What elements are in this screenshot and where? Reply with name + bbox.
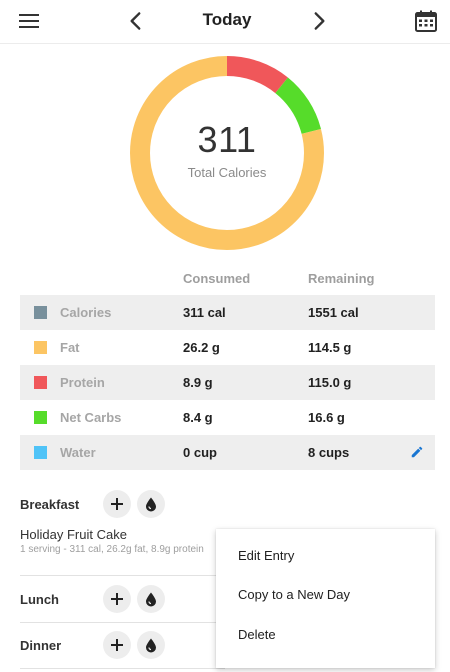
- total-calories-value: 311: [197, 119, 257, 160]
- macro-consumed: 8.9 g: [183, 375, 213, 390]
- menu-item-copy-to-new-day[interactable]: Copy to a New Day: [238, 587, 350, 602]
- divider: [20, 622, 225, 623]
- macro-label: Protein: [60, 375, 105, 390]
- meal-title-lunch: Lunch: [20, 592, 59, 607]
- menu-item-edit-entry[interactable]: Edit Entry: [238, 548, 295, 563]
- donut-center: 311 Total Calories: [129, 55, 325, 251]
- divider: [20, 668, 225, 669]
- macro-consumed: 8.4 g: [183, 410, 213, 425]
- macro-consumed: 0 cup: [183, 445, 217, 460]
- macro-remaining: 16.6 g: [308, 410, 345, 425]
- pencil-icon[interactable]: [410, 445, 424, 459]
- macro-row-calories: Calories 311 cal 1551 cal: [20, 295, 435, 330]
- add-food-button-breakfast[interactable]: [103, 490, 131, 518]
- macro-label: Calories: [60, 305, 112, 320]
- macro-row-protein: Protein 8.9 g 115.0 g: [20, 365, 435, 400]
- water-drop-icon: [146, 497, 156, 512]
- plus-icon: [111, 593, 123, 605]
- macro-remaining: 114.5 g: [308, 340, 352, 355]
- macro-row-fat: Fat 26.2 g 114.5 g: [20, 330, 435, 365]
- add-water-button-breakfast[interactable]: [137, 490, 165, 518]
- menu-item-delete[interactable]: Delete: [238, 627, 276, 642]
- consumed-column-header: Consumed: [183, 271, 251, 286]
- chevron-left-icon[interactable]: [123, 8, 149, 34]
- macro-consumed: 26.2 g: [183, 340, 220, 355]
- macro-remaining: 115.0 g: [308, 375, 352, 390]
- hamburger-menu-icon[interactable]: [19, 12, 39, 30]
- macro-label: Net Carbs: [60, 410, 122, 425]
- macro-remaining: 1551 cal: [308, 305, 359, 320]
- fat-swatch: [34, 341, 47, 354]
- calories-swatch: [34, 306, 47, 319]
- plus-icon: [111, 639, 123, 651]
- food-entry-detail: 1 serving - 311 cal, 26.2g fat, 8.9g pro…: [20, 544, 204, 555]
- net-carbs-swatch: [34, 411, 47, 424]
- add-food-button-dinner[interactable]: [103, 631, 131, 659]
- total-calories-label: Total Calories: [187, 165, 267, 180]
- water-drop-icon: [146, 592, 156, 607]
- donut-segment-fat: [130, 56, 324, 250]
- macro-label: Water: [60, 445, 96, 460]
- calendar-icon[interactable]: [414, 9, 438, 33]
- add-food-button-lunch[interactable]: [103, 585, 131, 613]
- entry-context-menu: Edit Entry Copy to a New Day Delete: [216, 529, 435, 668]
- meal-title-breakfast: Breakfast: [20, 497, 80, 512]
- protein-swatch: [34, 376, 47, 389]
- water-swatch: [34, 446, 47, 459]
- macro-row-net-carbs: Net Carbs 8.4 g 16.6 g: [20, 400, 435, 435]
- top-app-bar: Today: [0, 0, 450, 44]
- chevron-right-icon[interactable]: [306, 8, 332, 34]
- add-water-button-dinner[interactable]: [137, 631, 165, 659]
- remaining-column-header: Remaining: [308, 271, 375, 286]
- water-drop-icon: [146, 638, 156, 653]
- divider: [20, 575, 225, 576]
- page-title: Today: [202, 10, 252, 29]
- add-water-button-lunch[interactable]: [137, 585, 165, 613]
- macro-label: Fat: [60, 340, 80, 355]
- calorie-donut-chart: 311 Total Calories: [129, 55, 325, 251]
- macro-consumed: 311 cal: [183, 305, 226, 320]
- food-entry-name[interactable]: Holiday Fruit Cake: [20, 527, 127, 542]
- meal-title-dinner: Dinner: [20, 638, 62, 653]
- macro-row-water[interactable]: Water 0 cup 8 cups: [20, 435, 435, 470]
- plus-icon: [111, 498, 123, 510]
- macro-remaining: 8 cups: [308, 445, 350, 460]
